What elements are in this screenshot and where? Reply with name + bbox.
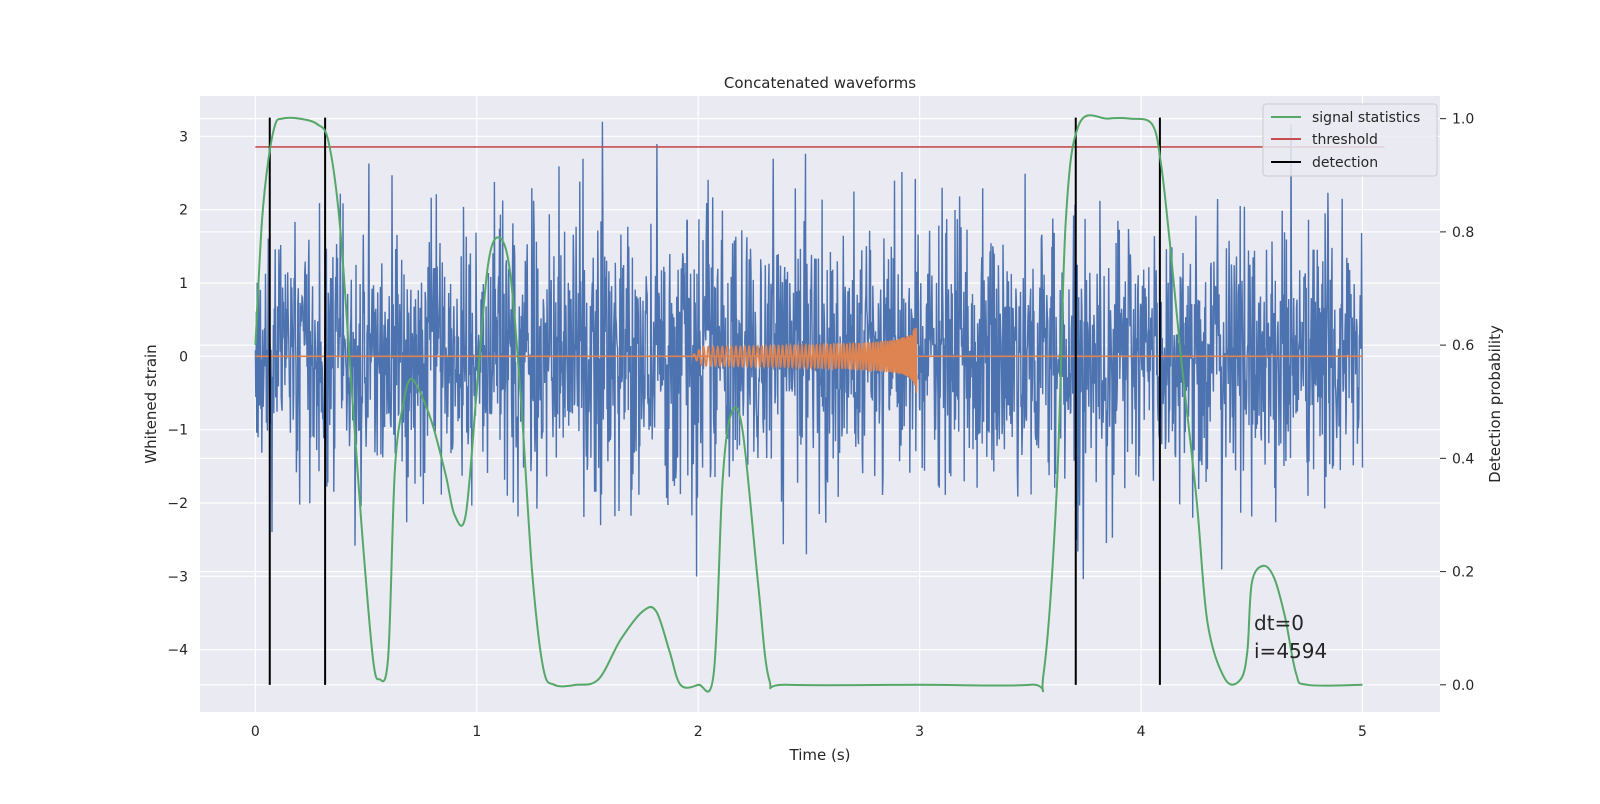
- y-tick-label: 3: [179, 129, 188, 145]
- y-tick-label: −4: [167, 643, 188, 659]
- y-tick-label: −1: [167, 423, 188, 439]
- annotation-dt: dt=0: [1254, 611, 1304, 635]
- series-layer: [254, 114, 1385, 693]
- x-tick-label: 3: [915, 724, 924, 740]
- y2-tick-labels: 0.0 0.2 0.4 0.6 0.8 1.0: [1440, 112, 1474, 694]
- series-injected-chirp: [691, 327, 918, 393]
- x-tick-label: 5: [1358, 724, 1367, 740]
- x-tick-label: 2: [694, 724, 703, 740]
- legend-box: [1262, 103, 1438, 177]
- y-tick-labels: −4 −3 −2 −1 0 1 2 3: [167, 129, 188, 658]
- x-tick-labels: 0 1 2 3 4 5: [251, 724, 1367, 740]
- y-tick-label: 0: [179, 349, 188, 365]
- legend-label-threshold: threshold: [1312, 132, 1378, 148]
- x-tick-label: 1: [472, 724, 481, 740]
- y2-tick-label: 0.4: [1452, 451, 1474, 467]
- y2-tick-label: 0.0: [1452, 678, 1474, 694]
- y2-tick-label: 0.6: [1452, 338, 1474, 354]
- y2-tick-label: 1.0: [1452, 112, 1474, 128]
- y2-axis-label: Detection probability: [1486, 325, 1504, 483]
- detection-lines: [268, 117, 1161, 685]
- legend-label-detection: detection: [1312, 155, 1378, 171]
- x-tick-label: 4: [1137, 724, 1146, 740]
- x-tick-label: 0: [251, 724, 260, 740]
- annotation: dt=0 i=4594: [1254, 611, 1327, 663]
- y-axis-label: Whitened strain: [142, 344, 160, 463]
- legend: signal statistics threshold detection: [1262, 103, 1438, 177]
- y2-tick-label: 0.2: [1452, 565, 1474, 581]
- chart-title: Concatenated waveforms: [724, 74, 916, 92]
- legend-label-signal-statistics: signal statistics: [1312, 110, 1420, 126]
- y-tick-label: 2: [179, 203, 188, 219]
- y-tick-label: −3: [167, 569, 188, 585]
- y2-tick-label: 0.8: [1452, 225, 1474, 241]
- y-tick-label: 1: [179, 276, 188, 292]
- annotation-index: i=4594: [1254, 639, 1327, 663]
- series-signal-statistics: [254, 114, 1363, 693]
- series-whitened-strain: [254, 121, 1364, 580]
- y-tick-label: −2: [167, 496, 188, 512]
- x-axis-label: Time (s): [789, 746, 851, 764]
